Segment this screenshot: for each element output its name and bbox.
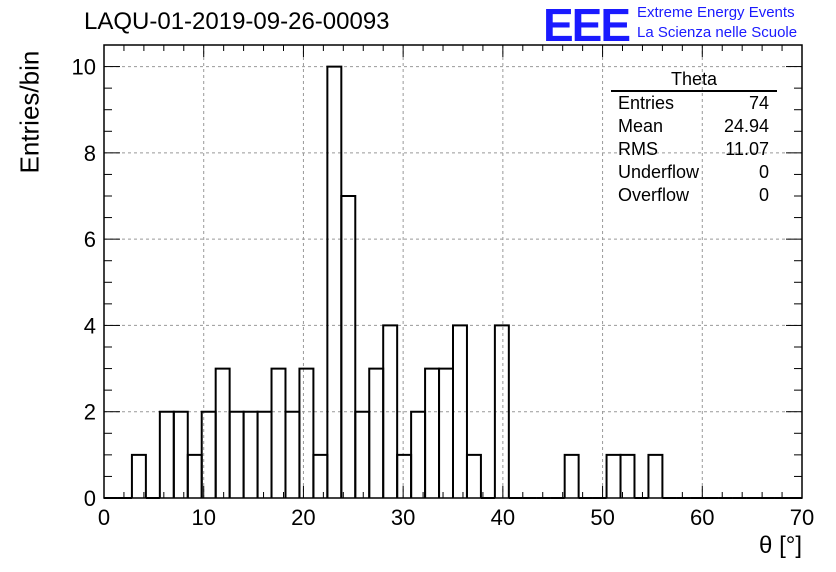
histogram-bin: [326, 65, 343, 498]
histogram-bin: [242, 410, 259, 498]
histogram-bin: [284, 410, 301, 498]
axis-layer: [103, 44, 803, 499]
stats-value: 0: [758, 185, 769, 205]
histogram-bin: [340, 195, 357, 498]
histogram-bin: [396, 453, 413, 498]
stats-row: Entries 74: [611, 92, 777, 115]
stats-label: RMS: [618, 139, 658, 159]
histogram-bin: [298, 367, 315, 498]
x-tick-label: 30: [391, 505, 415, 530]
x-tick-label: 0: [98, 505, 110, 530]
histogram-bin: [130, 453, 147, 498]
histogram-bin: [368, 367, 385, 498]
histogram-bin: [605, 453, 622, 498]
histogram-bin: [563, 453, 580, 498]
x-tick-label: 70: [790, 505, 814, 530]
plot-frame: [103, 44, 803, 499]
stats-box: Theta Entries 74 Mean 24.94 RMS 11.07 Un…: [611, 68, 777, 207]
y-tick-label: 8: [84, 141, 96, 166]
x-tick-label: 60: [690, 505, 714, 530]
x-tick-label: 10: [191, 505, 215, 530]
y-tick-label: 6: [84, 227, 96, 252]
histogram-bin: [256, 410, 273, 498]
histogram-bin: [452, 324, 468, 498]
stats-label: Underflow: [618, 162, 700, 182]
stats-row: RMS 11.07: [611, 138, 777, 161]
x-tick-label: 40: [491, 505, 515, 530]
stats-value: 0: [758, 162, 769, 182]
histogram-bin: [410, 410, 427, 498]
histogram-bin: [382, 324, 399, 498]
chart-title: LAQU-01-2019-09-26-00093: [84, 8, 390, 35]
histogram-bin: [312, 453, 329, 498]
logo-line-2: La Scienza nelle Scuole: [637, 24, 798, 41]
histogram-bin: [172, 410, 189, 498]
stats-title: Theta: [611, 68, 777, 92]
y-tick-label: 10: [72, 55, 96, 80]
histogram-bin: [270, 367, 287, 498]
histogram-bin: [465, 453, 482, 498]
stats-label: Overflow: [618, 185, 690, 205]
y-axis-label: Entries/bin: [14, 50, 45, 174]
x-tick-label: 20: [291, 505, 315, 530]
logo-line-1: Extreme Energy Events: [637, 4, 795, 21]
stats-value: 74: [748, 93, 769, 113]
y-tick-label: 2: [84, 400, 96, 425]
y-tick-label: 4: [84, 313, 96, 338]
eee-logo: EEE: [543, 0, 631, 51]
stats-row: Mean 24.94: [611, 115, 777, 138]
y-tick-label: 0: [84, 486, 96, 511]
stats-value: 24.94: [723, 116, 769, 136]
stats-value: 11.07: [725, 139, 769, 159]
histogram-bin: [619, 453, 636, 498]
histogram-bin: [158, 410, 175, 498]
histogram-bin: [186, 453, 203, 498]
histogram-bin: [424, 367, 441, 498]
histogram-bin: [647, 453, 664, 498]
histogram-bin: [214, 367, 231, 498]
stats-label: Mean: [618, 116, 664, 136]
histogram-layer: [104, 65, 802, 499]
tick-label-layer: 0 10 20 30 40 50 60 70 0 2 4 6 8 10: [72, 55, 815, 530]
x-tick-label: 50: [590, 505, 614, 530]
histogram-bin: [438, 367, 454, 498]
stats-row: Overflow 0: [611, 184, 777, 207]
histogram-bin: [228, 410, 245, 498]
stats-label: Entries: [618, 93, 675, 113]
histogram-bin: [493, 324, 510, 498]
x-axis-label: θ [°]: [759, 532, 802, 559]
stats-row: Underflow 0: [611, 161, 777, 184]
histogram-bin: [354, 410, 371, 498]
